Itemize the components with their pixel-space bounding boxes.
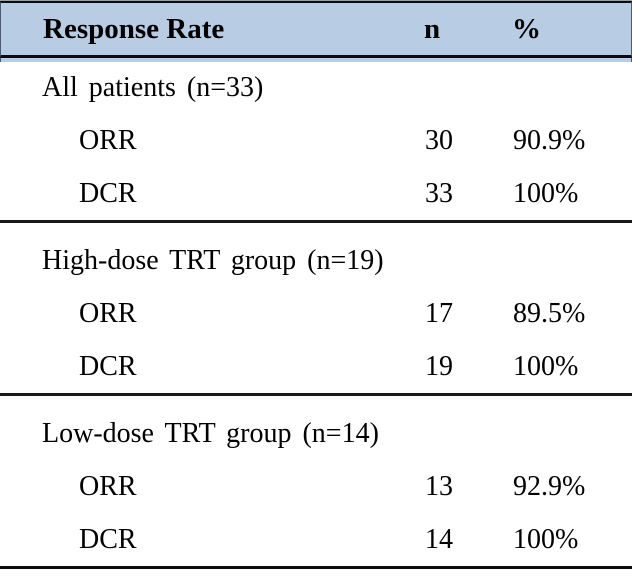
group-label-row: High-dose TRT group (n=19) bbox=[0, 235, 632, 287]
section-all-patients: All patients (n=33) ORR 30 90.9% DCR 33 … bbox=[0, 62, 632, 220]
row-n-value: 14 bbox=[425, 523, 453, 555]
group-label: Low-dose TRT group (n=14) bbox=[42, 418, 379, 449]
table-row-dcr: DCR 14 100% bbox=[0, 513, 632, 566]
table-row-orr: ORR 13 92.9% bbox=[0, 460, 632, 513]
section-low-dose-trt: Low-dose TRT group (n=14) ORR 13 92.9% D… bbox=[0, 396, 632, 566]
group-label: All patients (n=33) bbox=[42, 72, 264, 103]
section-divider bbox=[0, 393, 632, 396]
group-label: High-dose TRT group (n=19) bbox=[42, 245, 384, 276]
row-n-value: 33 bbox=[425, 177, 453, 209]
row-percent-value: 100% bbox=[513, 523, 579, 555]
row-percent-value: 89.5% bbox=[513, 297, 586, 329]
row-label: DCR bbox=[79, 523, 137, 555]
table-row-orr: ORR 17 89.5% bbox=[0, 287, 632, 340]
table-row-dcr: DCR 19 100% bbox=[0, 340, 632, 393]
column-header-response-rate: Response Rate bbox=[43, 12, 225, 45]
section-high-dose-trt: High-dose TRT group (n=19) ORR 17 89.5% … bbox=[0, 223, 632, 393]
row-percent-value: 100% bbox=[513, 177, 579, 209]
row-label: DCR bbox=[79, 350, 137, 382]
row-n-value: 19 bbox=[425, 350, 453, 382]
table-row-orr: ORR 30 90.9% bbox=[0, 114, 632, 167]
row-label: ORR bbox=[79, 470, 137, 502]
section-divider bbox=[0, 220, 632, 223]
row-label: DCR bbox=[79, 177, 137, 209]
row-percent-value: 100% bbox=[513, 350, 579, 382]
table-row-dcr: DCR 33 100% bbox=[0, 167, 632, 220]
row-percent-value: 92.9% bbox=[513, 470, 586, 502]
row-label: ORR bbox=[79, 297, 137, 329]
table-header-row: Response Rate n % bbox=[0, 1, 632, 58]
row-label: ORR bbox=[79, 124, 137, 156]
row-percent-value: 90.9% bbox=[513, 124, 586, 156]
row-n-value: 17 bbox=[425, 297, 453, 329]
group-label-row: Low-dose TRT group (n=14) bbox=[0, 408, 632, 460]
column-header-n: n bbox=[424, 12, 441, 45]
row-n-value: 13 bbox=[425, 470, 453, 502]
column-header-percent: % bbox=[512, 12, 541, 45]
row-n-value: 30 bbox=[425, 124, 453, 156]
group-label-row: All patients (n=33) bbox=[0, 62, 632, 114]
table-bottom-rule bbox=[0, 566, 632, 569]
